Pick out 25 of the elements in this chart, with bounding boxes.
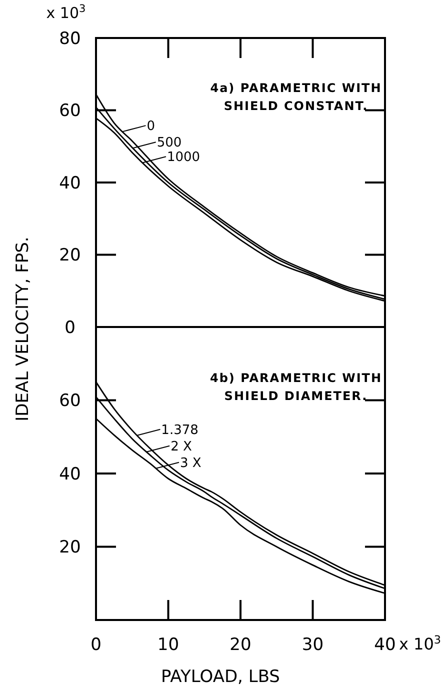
x-tick-label: 30 [302,634,324,655]
y-tick-label: 0 [64,318,76,338]
text: x 10$^{3}$ [46,3,86,22]
y-tick-label: 20 [59,538,81,558]
x-tick-label: 0 [90,634,102,655]
y-tick-label: 60 [59,101,81,122]
x-tick-label: 10 [157,634,180,655]
text: 4a) PARAMETRIC WITH SHIELD CONSTANT. [210,81,382,113]
legend-label: 2 X [170,439,192,454]
legend-label: 0 [146,119,156,134]
y-tick-label: 40 [59,173,81,194]
x-tick-label: 40 [374,634,396,655]
text: 4b) PARAMETRIC WITH SHIELD DIAMETER. [210,371,382,403]
x-axis-title: PAYLOAD, LBS [161,666,280,687]
y-tick-label: 60 [59,391,81,412]
legend-label: 1.378 [161,422,198,438]
legend-label: 3 X [180,456,202,471]
y-tick-label: 40 [59,464,81,484]
y-tick-label: 20 [59,246,81,266]
x-tick-label: 20 [230,634,252,655]
legend-label: 500 [156,136,182,151]
y-axis-title: IDEAL VELOCITY, FPS. [12,236,33,422]
y-tick-label: 80 [59,28,81,49]
legend-label: 1000 [166,150,200,166]
text: x 10$^{3}$ [399,633,442,654]
